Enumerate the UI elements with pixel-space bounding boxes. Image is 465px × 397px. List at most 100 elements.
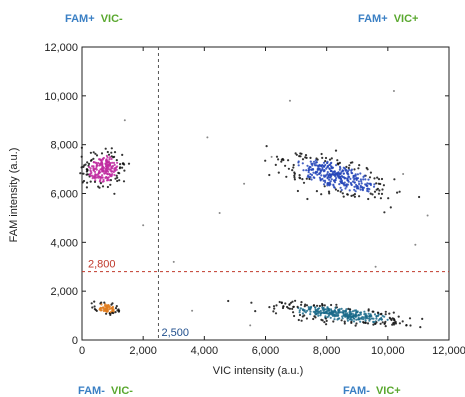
data-point [123, 169, 126, 172]
data-point [115, 305, 118, 308]
data-point [366, 322, 370, 325]
data-point [119, 163, 122, 166]
data-point [362, 316, 365, 319]
data-point [355, 177, 359, 180]
data-point [334, 306, 337, 309]
data-point [342, 172, 345, 175]
data-point [107, 163, 110, 166]
data-point [107, 153, 111, 156]
data-point [346, 315, 349, 318]
data-point [342, 313, 345, 316]
data-point [342, 195, 345, 198]
data-point [333, 309, 336, 312]
data-point [299, 152, 302, 155]
data-point [364, 319, 367, 322]
data-point [304, 154, 308, 157]
data-point [408, 317, 412, 320]
data-point [351, 180, 355, 183]
data-point [379, 182, 382, 186]
data-point [272, 305, 276, 308]
data-point [348, 164, 351, 167]
data-point [309, 166, 312, 169]
data-point [104, 303, 107, 306]
data-point [296, 305, 299, 308]
data-point [372, 323, 375, 326]
data-point [304, 156, 307, 159]
data-point [358, 164, 361, 167]
data-point [323, 304, 326, 307]
data-point [91, 306, 94, 309]
data-point [309, 310, 312, 313]
data-point [393, 178, 396, 181]
data-point [326, 173, 329, 176]
data-point [106, 150, 109, 154]
data-point [353, 168, 356, 171]
data-point [324, 317, 327, 320]
quadrant-bottom-right-vic: VIC+ [376, 385, 401, 397]
data-point [284, 302, 287, 305]
data-point [122, 180, 126, 183]
data-point [311, 168, 314, 171]
data-point [316, 168, 319, 171]
data-point [99, 179, 102, 182]
data-point [82, 172, 85, 175]
data-point [108, 306, 111, 309]
data-point [327, 309, 330, 312]
x-tick-label: 2,000 [129, 345, 157, 357]
x-tick-label: 12,000 [432, 345, 465, 357]
data-point [326, 176, 329, 179]
data-point [332, 183, 335, 186]
data-point [353, 315, 356, 318]
data-point [109, 173, 112, 176]
data-point [333, 179, 336, 182]
data-point [314, 159, 317, 162]
data-point [336, 159, 339, 162]
data-point [302, 309, 305, 312]
data-point [86, 161, 89, 164]
data-point [383, 315, 386, 318]
data-point [80, 146, 83, 149]
data-point [344, 187, 347, 190]
data-point [352, 317, 355, 320]
data-point [326, 161, 329, 165]
data-point [315, 161, 318, 164]
data-point [353, 188, 356, 191]
data-point [339, 186, 342, 189]
data-point [110, 147, 113, 150]
data-point [353, 174, 356, 177]
data-point [349, 318, 352, 321]
data-point [94, 179, 97, 182]
data-point [117, 171, 120, 174]
data-point [373, 177, 376, 180]
outlier-point [288, 99, 291, 102]
data-point [367, 309, 370, 312]
data-point [384, 310, 387, 313]
data-point [333, 318, 336, 321]
data-point [323, 179, 327, 182]
outlier-point [270, 155, 273, 158]
data-point [98, 158, 101, 161]
data-point [317, 314, 320, 317]
data-point [322, 183, 326, 186]
data-point [323, 311, 326, 314]
data-point [309, 313, 312, 316]
outlier-points [123, 89, 429, 327]
data-point [322, 161, 326, 164]
data-point [339, 175, 342, 179]
data-point [384, 325, 387, 328]
y-tick-label: 4,000 [50, 237, 78, 249]
data-point [319, 171, 322, 174]
data-point [104, 305, 107, 308]
data-point [116, 179, 119, 183]
data-point [107, 176, 110, 179]
data-point [339, 172, 342, 175]
data-point [274, 312, 278, 315]
data-point [277, 171, 280, 174]
horizontal-threshold-label: 2,800 [88, 259, 116, 271]
data-point [301, 162, 304, 165]
data-point [281, 157, 284, 161]
data-point [314, 172, 317, 175]
data-point [375, 182, 378, 185]
data-point [109, 179, 112, 182]
quadrant-label-top-right: FAM+ VIC+ [358, 13, 418, 25]
